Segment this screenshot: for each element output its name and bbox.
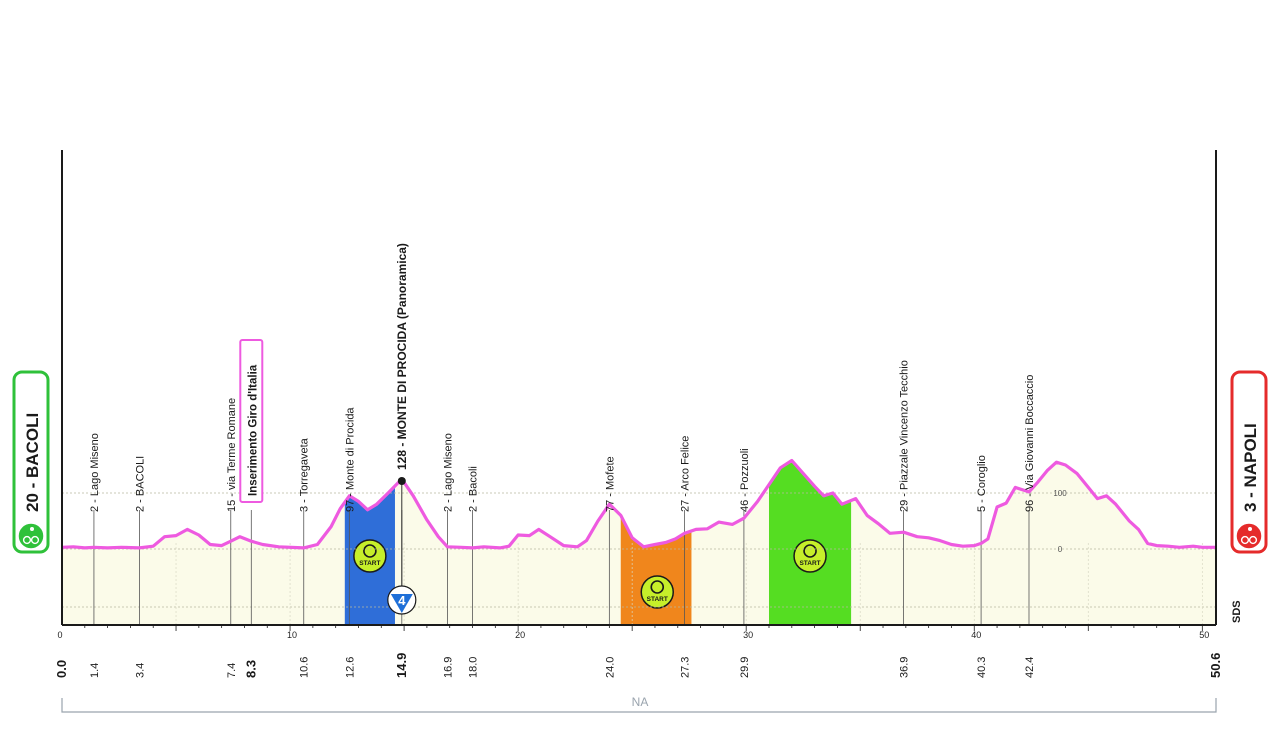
waypoint-label: 5 - Coroglio — [976, 455, 988, 512]
waypoint-boxed-label: Inserimento Giro d'Italia — [239, 339, 264, 503]
y-tick-label: 100 — [1053, 489, 1067, 498]
waypoint-label: 96 - Via Giovanni Boccaccio — [1024, 375, 1036, 512]
waypoint-km-label: 24.0 — [604, 657, 616, 678]
waypoint-km-label: 10.6 — [299, 657, 311, 678]
waypoint-label: 2 - Lago Miseno — [89, 433, 101, 512]
waypoint-km-label: 12.6 — [344, 657, 356, 678]
waypoint-label: 2 - BACOLI — [135, 456, 147, 512]
stopwatch-icon — [363, 544, 377, 558]
town-badge-label: 3 - NAPOLI — [1241, 423, 1260, 512]
province-label: NA — [632, 695, 649, 709]
town-badge-frame — [12, 370, 50, 554]
start-badge-label: START — [647, 596, 668, 603]
waypoint-km-label: 3.4 — [135, 663, 147, 678]
cyclist-head-icon — [1248, 527, 1252, 531]
waypoint-label: 15 - via Terme Romane — [226, 398, 238, 512]
y-tick-label: 0 — [1058, 545, 1063, 554]
start-badge-label: START — [799, 560, 820, 567]
waypoints — [93, 510, 1030, 625]
x-tick-label: 0 — [57, 630, 62, 640]
start-badge-label: START — [359, 560, 380, 567]
start-badge-icon — [353, 539, 387, 573]
waypoint-km-label: 14.9 — [394, 653, 409, 678]
x-tick-label: 50 — [1199, 630, 1209, 640]
start-town-badge: 20 - BACOLI — [12, 370, 50, 554]
label-box — [239, 339, 264, 503]
finish-town-badge: 3 - NAPOLI — [1230, 370, 1268, 554]
watermark-label: SDS — [1231, 600, 1243, 623]
waypoint-label: 97 - Monte di Procida — [344, 407, 356, 512]
cyclist-head-icon — [30, 527, 34, 531]
x-tick-label: 10 — [287, 630, 297, 640]
waypoint-km-label: 29.9 — [739, 657, 751, 678]
waypoint-label: 128 - MONTE DI PROCIDA (Panoramica) — [395, 243, 409, 470]
bracket-gap — [620, 692, 660, 708]
waypoint-label: 3 - Torregaveta — [299, 437, 311, 512]
cyclist-icon — [1235, 522, 1263, 550]
waypoint-km-label: 40.3 — [976, 657, 988, 678]
waypoint-label: 46 - Pozzuoli — [739, 448, 751, 512]
town-badge-label: 20 - BACOLI — [23, 413, 42, 512]
x-tick-label: 40 — [971, 630, 981, 640]
waypoint-label: 2 - Lago Miseno — [442, 433, 454, 512]
x-tick-label: 30 — [743, 630, 753, 640]
waypoint-km-label: 36.9 — [899, 657, 911, 678]
bracket-line — [61, 698, 1217, 713]
summit-dot — [397, 477, 406, 485]
x-tick-label: 20 — [515, 630, 525, 640]
start-badge-icon — [793, 539, 827, 573]
town-badge-frame — [1230, 370, 1268, 554]
cyclist-wheel-icon — [30, 535, 40, 545]
profile-line — [61, 458, 1216, 550]
cyclist-wheel-icon — [1248, 535, 1258, 545]
waypoint-km-label: 50.6 — [1208, 653, 1223, 678]
stopwatch-icon — [803, 544, 817, 558]
waypoint-label: 29 - Piazzale Vincenzo Tecchio — [899, 360, 911, 512]
cyclist-icon — [17, 522, 45, 550]
waypoint-km-label: 0.0 — [54, 660, 69, 678]
waypoint-label: Inserimento Giro d'Italia — [247, 364, 259, 496]
waypoint-label: 2 - Bacoli — [468, 466, 480, 512]
kom-badge-label: 4 — [398, 593, 406, 608]
waypoint-km-label: 7.4 — [226, 663, 238, 678]
timed-sections: START START START — [344, 460, 852, 625]
province-bracket: NA — [61, 692, 1217, 713]
cyclist-wheel-icon — [22, 535, 32, 545]
waypoint-km-label: 27.3 — [680, 657, 692, 678]
waypoint-km-label: 16.9 — [442, 657, 454, 678]
waypoint-km-label: 42.4 — [1024, 657, 1036, 678]
waypoint-km-label: 8.3 — [243, 660, 258, 678]
waypoint-label: 77 - Mofete — [604, 456, 616, 512]
stopwatch-icon — [650, 580, 665, 594]
waypoint-km-label: 1.4 — [89, 663, 101, 678]
waypoint-label: 27 - Arco Felice — [680, 436, 692, 512]
start-badge-icon — [640, 575, 674, 609]
waypoint-km-label: 18.0 — [468, 657, 480, 678]
cyclist-wheel-icon — [1240, 535, 1250, 545]
kom-triangle-icon — [390, 594, 413, 613]
